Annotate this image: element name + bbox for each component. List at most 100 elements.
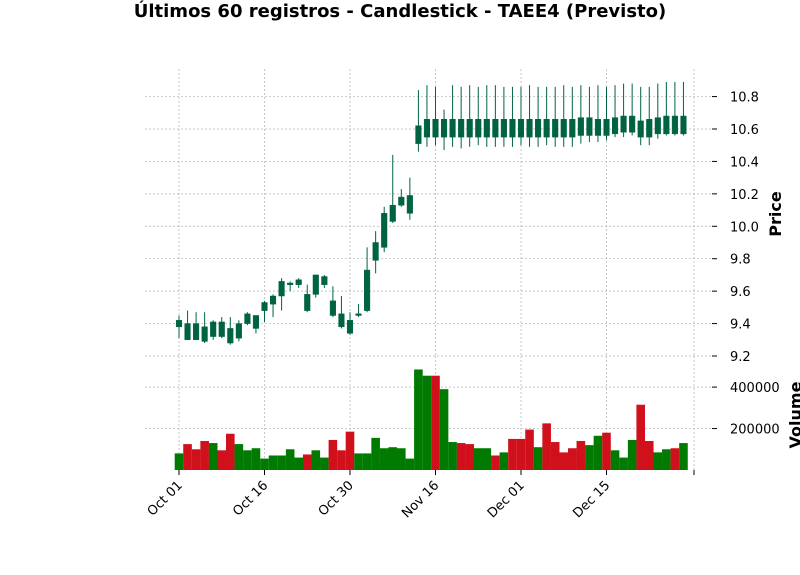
x-tick-label: Oct 16 bbox=[230, 478, 271, 519]
volume-bar bbox=[576, 440, 586, 470]
candle-body bbox=[552, 119, 559, 138]
volume-bar bbox=[679, 443, 688, 470]
candle-body bbox=[612, 117, 619, 135]
candle bbox=[244, 312, 251, 326]
candle-body bbox=[629, 115, 636, 133]
volume-bar bbox=[448, 442, 457, 470]
candle-body bbox=[654, 117, 661, 135]
volume-axis-label: Volume bbox=[786, 381, 800, 448]
volume-bar bbox=[456, 443, 466, 470]
candle-body bbox=[594, 119, 602, 136]
candle-body bbox=[398, 196, 405, 206]
candle-body bbox=[270, 295, 277, 305]
volume-bar bbox=[499, 452, 509, 470]
candle bbox=[586, 86, 593, 142]
candle-body bbox=[492, 119, 499, 138]
candle bbox=[372, 231, 379, 274]
candle-body bbox=[415, 125, 422, 144]
candle bbox=[287, 281, 294, 292]
candle-body bbox=[620, 115, 627, 133]
candle bbox=[569, 86, 576, 147]
candle bbox=[329, 286, 336, 318]
volume-bar bbox=[550, 442, 560, 470]
volume-bar bbox=[653, 452, 663, 470]
volume-bar bbox=[644, 440, 654, 470]
candle bbox=[492, 85, 499, 147]
candle bbox=[398, 188, 405, 207]
price-tick-label: 10.6 bbox=[730, 123, 759, 138]
candle bbox=[603, 86, 610, 141]
candle bbox=[526, 85, 533, 147]
candle bbox=[338, 296, 345, 329]
x-tick-label: Oct 01 bbox=[145, 478, 186, 519]
candle bbox=[312, 274, 319, 298]
volume-bar bbox=[302, 454, 312, 470]
volume-bar bbox=[508, 438, 517, 470]
candle bbox=[449, 85, 456, 147]
candle bbox=[663, 81, 670, 136]
candle bbox=[175, 315, 183, 339]
candle bbox=[193, 312, 200, 341]
volume-bar bbox=[397, 448, 406, 470]
candle-body bbox=[543, 119, 550, 138]
candle-body bbox=[346, 320, 354, 334]
volume-bar bbox=[619, 457, 628, 470]
volume-bar bbox=[585, 445, 594, 470]
candle bbox=[671, 81, 678, 136]
volume-bar bbox=[294, 457, 303, 470]
candle bbox=[355, 304, 362, 318]
volume-bar bbox=[422, 375, 432, 470]
volume-bar bbox=[491, 455, 500, 470]
x-tick-label: Nov 16 bbox=[399, 478, 442, 521]
volume-bar bbox=[191, 449, 201, 470]
candle-body bbox=[680, 115, 687, 135]
candle bbox=[475, 86, 482, 146]
candle bbox=[441, 109, 448, 151]
volume-bar bbox=[431, 375, 440, 470]
candle bbox=[210, 320, 217, 340]
volume-bars bbox=[174, 369, 688, 470]
volume-bar bbox=[662, 449, 671, 470]
volume-bar bbox=[226, 433, 235, 470]
price-tick-label: 10.0 bbox=[730, 220, 759, 235]
candle-body bbox=[321, 276, 328, 285]
candle bbox=[680, 81, 687, 136]
candle-body bbox=[252, 315, 259, 329]
candle-body bbox=[218, 321, 225, 337]
candle bbox=[201, 312, 208, 344]
volume-bar bbox=[260, 458, 269, 470]
volume-bar bbox=[473, 448, 483, 470]
volume-bar bbox=[388, 447, 398, 470]
candle-body bbox=[184, 323, 191, 341]
volume-bar bbox=[568, 448, 577, 470]
candle-body bbox=[569, 119, 576, 138]
candle-body bbox=[475, 119, 482, 138]
candle-body bbox=[210, 321, 217, 337]
candle-body bbox=[381, 213, 388, 248]
volume-bar bbox=[337, 450, 346, 470]
candle bbox=[646, 86, 653, 146]
volume-bar bbox=[439, 389, 449, 470]
candle bbox=[381, 206, 388, 253]
candle-body bbox=[312, 274, 319, 295]
candle bbox=[346, 312, 354, 335]
candle bbox=[500, 86, 507, 147]
candle-body bbox=[406, 195, 413, 214]
candle-body bbox=[364, 269, 371, 311]
candle-body bbox=[449, 119, 456, 138]
volume-bar bbox=[354, 453, 363, 470]
price-tick-label: 9.2 bbox=[730, 350, 751, 365]
candle bbox=[406, 177, 413, 220]
candle-body bbox=[458, 119, 465, 138]
volume-bar bbox=[311, 450, 321, 470]
volume-bar bbox=[405, 458, 415, 470]
volume-bar bbox=[542, 423, 551, 470]
candle bbox=[637, 86, 644, 146]
candle-body bbox=[466, 119, 473, 138]
candle bbox=[364, 247, 371, 313]
volume-bar bbox=[328, 439, 338, 470]
volume-bar bbox=[277, 455, 286, 470]
volume-bar bbox=[610, 450, 620, 470]
candle-body bbox=[304, 294, 311, 311]
